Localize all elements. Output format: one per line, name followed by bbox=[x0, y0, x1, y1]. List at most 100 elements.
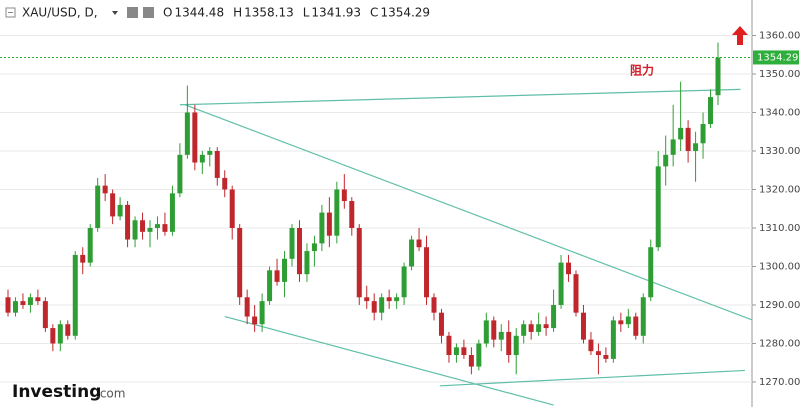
logo: Investing bbox=[12, 382, 101, 402]
candle-body bbox=[461, 347, 467, 356]
y-tick-label: 1290.00 bbox=[759, 300, 800, 311]
logo-suffix: .com bbox=[96, 387, 125, 401]
symbol: XAU/USD, D, bbox=[22, 6, 98, 20]
settings-icon[interactable] bbox=[143, 7, 154, 18]
candle-body bbox=[379, 297, 385, 313]
candle-body bbox=[409, 239, 415, 267]
candle-body bbox=[424, 247, 430, 298]
candle-body bbox=[453, 347, 459, 356]
candle-body bbox=[625, 316, 631, 325]
candle-body bbox=[573, 274, 579, 313]
trendline bbox=[184, 104, 752, 321]
candle-body bbox=[229, 189, 235, 228]
candle-body bbox=[371, 301, 377, 313]
last-price-box bbox=[753, 50, 799, 65]
candle-body bbox=[252, 316, 258, 325]
candle-body bbox=[222, 177, 228, 190]
candle-body bbox=[110, 193, 116, 217]
candle-body bbox=[244, 297, 250, 317]
candle-body bbox=[326, 212, 332, 236]
candle-body bbox=[595, 351, 601, 356]
candle-body bbox=[20, 301, 26, 305]
y-tick-label: 1360.00 bbox=[759, 30, 800, 41]
candle-body bbox=[341, 189, 347, 202]
candle-body bbox=[80, 254, 86, 263]
candle-body bbox=[476, 343, 482, 367]
ohlc-key: L bbox=[303, 6, 310, 20]
candle-body bbox=[35, 297, 41, 302]
candle-body bbox=[446, 335, 452, 356]
trendline bbox=[439, 369, 745, 387]
dropdown[interactable] bbox=[112, 11, 118, 15]
candle-body bbox=[401, 266, 407, 298]
candle-body bbox=[640, 297, 646, 336]
candle-body bbox=[588, 339, 594, 352]
candle-body bbox=[349, 201, 355, 228]
candle-body bbox=[214, 150, 220, 178]
candle-body bbox=[491, 320, 497, 340]
collapse-button[interactable] bbox=[5, 7, 16, 18]
ohlc-value: 1354.29 bbox=[380, 6, 430, 20]
ohlc-value: 1341.93 bbox=[311, 6, 361, 20]
candle-body bbox=[431, 297, 437, 313]
candle-body bbox=[670, 139, 676, 155]
candle-body bbox=[513, 335, 519, 356]
candle-body bbox=[708, 97, 714, 125]
candle-body bbox=[237, 227, 243, 298]
candle-body bbox=[289, 227, 295, 259]
candle-body bbox=[610, 320, 616, 359]
candle-body bbox=[498, 331, 504, 340]
candle-body bbox=[655, 166, 661, 248]
y-tick-label: 1330.00 bbox=[759, 146, 800, 157]
candle-body bbox=[551, 304, 557, 329]
y-tick-label: 1300.00 bbox=[759, 261, 800, 272]
candle-body bbox=[580, 312, 586, 340]
candle-body bbox=[536, 324, 542, 332]
candle-body bbox=[700, 124, 706, 144]
candle-body bbox=[192, 112, 198, 163]
annotation: 阻力 bbox=[630, 63, 654, 78]
candle-body bbox=[207, 150, 213, 155]
candle-body bbox=[199, 154, 205, 163]
candle-body bbox=[394, 297, 400, 302]
candle-body bbox=[296, 227, 302, 275]
candle-body bbox=[648, 247, 654, 298]
candle-body bbox=[618, 320, 624, 325]
y-tick-label: 1280.00 bbox=[759, 338, 800, 349]
candle-body bbox=[154, 224, 160, 228]
candle-body bbox=[5, 297, 11, 313]
candle-body bbox=[95, 185, 101, 228]
candle-body bbox=[506, 331, 512, 356]
candle-body bbox=[678, 127, 684, 140]
candle-body bbox=[633, 316, 639, 336]
candle-body bbox=[468, 355, 474, 367]
up-arrow bbox=[732, 26, 748, 45]
y-tick-label: 1340.00 bbox=[759, 107, 800, 118]
candle-body bbox=[259, 301, 265, 325]
candle-body bbox=[125, 204, 131, 240]
candle-body bbox=[311, 243, 317, 252]
ohlc-key: O bbox=[163, 6, 172, 20]
candle-body bbox=[140, 220, 146, 232]
y-tick-label: 1350.00 bbox=[759, 69, 800, 80]
ohlc-key: C bbox=[370, 6, 378, 20]
candle-body bbox=[416, 239, 422, 248]
settings-icon[interactable] bbox=[127, 7, 138, 18]
candle-body bbox=[558, 262, 564, 305]
candle-body bbox=[42, 301, 48, 329]
candle-body bbox=[102, 185, 108, 194]
y-tick-label: 1310.00 bbox=[759, 223, 800, 234]
candle-body bbox=[386, 297, 392, 302]
candle-body bbox=[543, 324, 549, 329]
y-tick-label: 1270.00 bbox=[759, 377, 800, 388]
candle-body bbox=[334, 189, 340, 236]
candle-body bbox=[274, 270, 280, 282]
candle-body bbox=[693, 143, 699, 151]
y-tick-label: 1320.00 bbox=[759, 184, 800, 195]
candle-body bbox=[663, 154, 669, 167]
candle-body bbox=[528, 324, 534, 332]
ohlc-value: 1344.48 bbox=[174, 6, 224, 20]
ohlc-value: 1358.13 bbox=[244, 6, 294, 20]
